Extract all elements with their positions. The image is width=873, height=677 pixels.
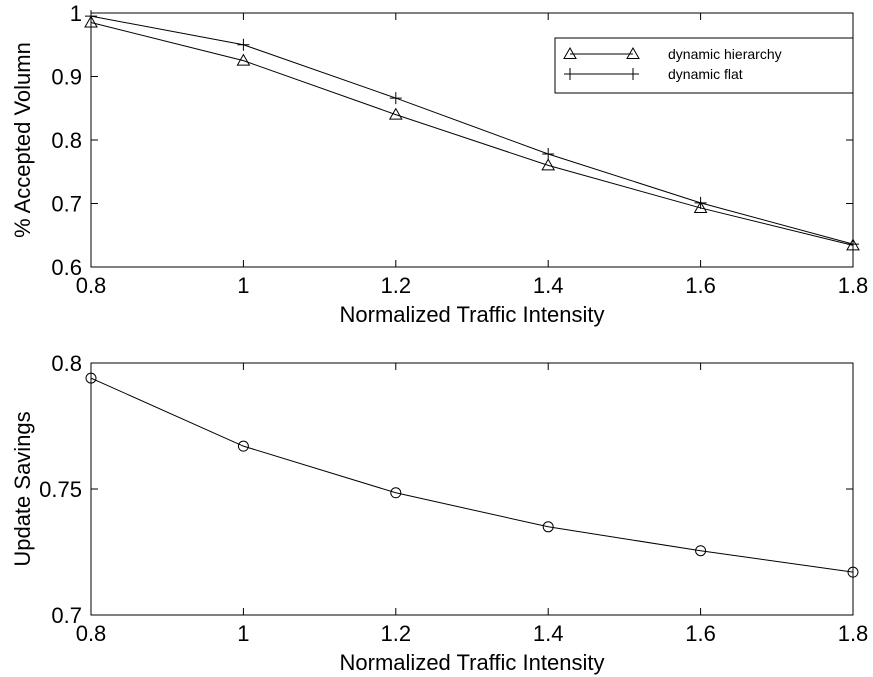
x-tick-label: 1.4 [533, 621, 564, 646]
legend: dynamic hierarchy dynamic flat [554, 37, 854, 94]
y-axis-label: Update Savings [10, 411, 35, 566]
series-layer [85, 372, 859, 578]
x-tick-label: 1.4 [533, 273, 564, 298]
update-savings-chart: 0.8 1 1.2 1.4 1.6 1.8 0.7 0.75 0.8 Normalized Tr… [10, 351, 868, 675]
y-tick-label: 0.9 [51, 65, 82, 90]
data-point-triangle [388, 107, 403, 120]
legend-marker-triangle [626, 46, 640, 59]
data-point-circle [85, 372, 97, 384]
x-axis-label: Normalized Traffic Intensity [340, 650, 605, 675]
data-point-plus [237, 38, 250, 51]
ticks [90, 362, 854, 616]
data-point-circle [237, 440, 249, 452]
y-tick-label: 0.8 [51, 351, 82, 376]
data-point-triangle [693, 200, 708, 213]
data-point-circle [695, 545, 707, 557]
y-tick-label: 0.75 [39, 477, 82, 502]
legend-box [554, 37, 854, 94]
legend-marker-plus [564, 68, 576, 80]
y-tick-label: 0.7 [51, 192, 82, 217]
y-tick-label: 0.7 [51, 603, 82, 628]
data-point-circle [390, 487, 402, 499]
legend-label: dynamic flat [668, 66, 743, 82]
legend-entry: dynamic hierarchy [563, 46, 782, 62]
tick-labels: 0.8 1 1.2 1.4 1.6 1.8 0.6 0.7 0.8 0.9 1 [51, 1, 868, 298]
series-layer [84, 10, 860, 251]
data-point-plus [694, 196, 707, 209]
x-tick-label: 0.8 [76, 273, 107, 298]
ticks [90, 12, 854, 268]
accepted-volume-chart: 0.8 1 1.2 1.4 1.6 1.8 0.6 0.7 0.8 0.9 1 Normalized… [10, 1, 868, 327]
series-0 [85, 372, 859, 578]
series-line [90, 15, 854, 245]
y-axis-label: % Accepted Volumn [10, 42, 35, 238]
data-point-plus [389, 92, 402, 105]
series-line [90, 377, 854, 573]
legend-marker-triangle [563, 46, 577, 59]
data-point-plus [542, 147, 555, 160]
tick-labels: 0.8 1 1.2 1.4 1.6 1.8 0.7 0.75 0.8 [39, 351, 868, 646]
x-tick-label: 1.6 [685, 621, 716, 646]
data-point-plus [847, 238, 859, 251]
x-tick-label: 1 [237, 273, 249, 298]
legend-entry: dynamic flat [564, 66, 743, 82]
x-tick-label: 1.2 [381, 621, 412, 646]
data-point-circle [542, 521, 554, 533]
legend-label: dynamic hierarchy [668, 46, 782, 62]
y-tick-label: 1 [70, 1, 82, 26]
data-point-plus [85, 10, 97, 23]
x-tick-label: 0.8 [76, 621, 107, 646]
x-tick-label: 1.8 [838, 621, 869, 646]
x-tick-label: 1 [237, 621, 249, 646]
x-tick-label: 1.8 [838, 273, 869, 298]
x-tick-label: 1.6 [685, 273, 716, 298]
data-point-triangle [541, 158, 556, 171]
y-tick-label: 0.8 [51, 128, 82, 153]
series-dynamic-flat [85, 10, 859, 251]
series-line [90, 22, 854, 246]
legend-entries: dynamic hierarchy dynamic flat [563, 46, 782, 82]
x-tick-label: 1.2 [381, 273, 412, 298]
y-tick-label: 0.6 [51, 255, 82, 280]
data-point-triangle [236, 53, 251, 66]
data-point-triangle [84, 15, 98, 28]
legend-marker-plus [627, 68, 639, 80]
x-axis-label: Normalized Traffic Intensity [340, 302, 605, 327]
data-point-circle [847, 566, 859, 578]
